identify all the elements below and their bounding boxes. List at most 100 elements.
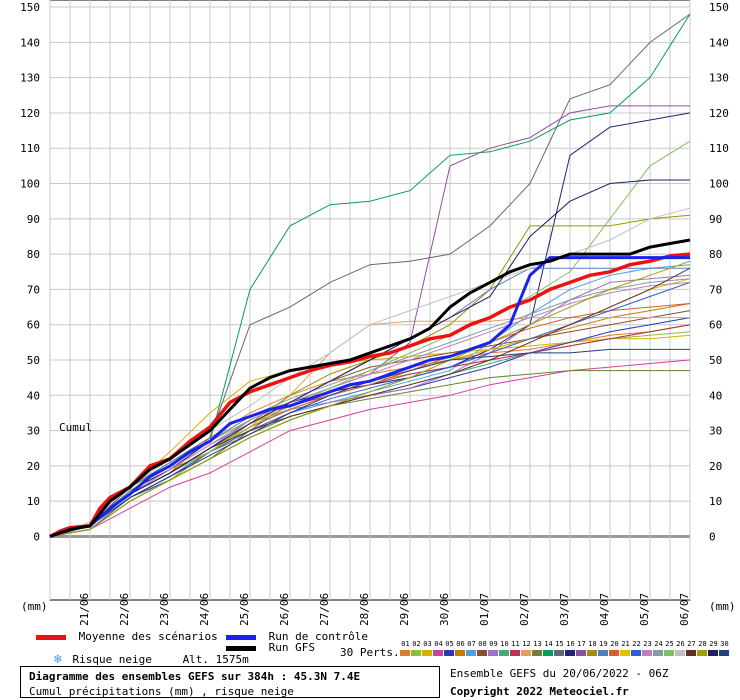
pert-code: 06 [456, 640, 465, 648]
pert-code: 10 [500, 640, 509, 648]
info-subtitle: Cumul précipitations (mm) , risque neige [29, 685, 294, 698]
series-line-pert [49, 179, 690, 537]
series-lines [49, 13, 691, 539]
x-date-label: 23/06 [158, 593, 171, 626]
series-line-gfs [49, 238, 691, 538]
y-tick-label-right: 130 [709, 72, 729, 85]
y-tick-label-left: 100 [20, 178, 40, 191]
legend-gfs: Run GFS [226, 641, 315, 654]
y-tick-label-right: 140 [709, 36, 729, 49]
pert-code: 28 [698, 640, 707, 648]
pert-swatch [565, 650, 575, 656]
pert-code: 16 [566, 640, 575, 648]
y-tick-label-left: 150 [20, 1, 40, 14]
pert-code: 17 [577, 640, 586, 648]
pert-code: 02 [412, 640, 421, 648]
run-label: Ensemble GEFS du 20/06/2022 - 06Z [450, 667, 669, 680]
pert-code: 04 [434, 640, 443, 648]
x-date-label: 27/06 [318, 593, 331, 626]
x-date-label: 29/06 [398, 593, 411, 626]
legend-snow-label: Risque neige [72, 653, 152, 666]
pert-code: 19 [599, 640, 608, 648]
series-line-pert [49, 359, 691, 537]
pert-swatch [554, 650, 564, 656]
y-tick-label-right: 70 [709, 283, 722, 296]
legend-control-swatch [226, 634, 256, 640]
pert-code: 05 [445, 640, 454, 648]
legend-gfs-label: Run GFS [268, 641, 315, 654]
y-tick-label-left: 0 [33, 530, 40, 543]
pert-swatch [488, 650, 498, 656]
y-tick-label-right: 0 [709, 530, 716, 543]
pert-swatch [400, 650, 410, 656]
pert-swatch [433, 650, 443, 656]
unit-label-left: (mm) [21, 600, 48, 613]
pert-swatch [686, 650, 696, 656]
x-date-label: 01/07 [478, 593, 491, 626]
y-tick-label-left: 50 [27, 354, 40, 367]
pert-swatch [708, 650, 718, 656]
y-tick-label-right: 30 [709, 425, 722, 438]
pert-code: 26 [676, 640, 685, 648]
y-tick-label-right: 90 [709, 213, 722, 226]
y-tick-label-right: 20 [709, 460, 722, 473]
pert-swatch [675, 650, 685, 656]
pert-code: 23 [643, 640, 652, 648]
altitude-label: Alt. 1575m [182, 653, 249, 666]
x-date-label: 30/06 [438, 593, 451, 626]
pert-code: 13 [533, 640, 542, 648]
x-date-label: 21/06 [78, 593, 91, 626]
y-tick-label-left: 40 [27, 389, 40, 402]
snowflake-icon: ❄ [54, 652, 62, 667]
pert-swatch [532, 650, 542, 656]
y-tick-label-left: 60 [27, 319, 40, 332]
x-date-label: 24/06 [198, 593, 211, 626]
series-line-pert [49, 13, 691, 537]
pert-swatch [653, 650, 663, 656]
info-box: Diagramme des ensembles GEFS sur 384h : … [20, 666, 440, 698]
x-date-label: 04/07 [598, 593, 611, 626]
pert-swatch [521, 650, 531, 656]
x-date-label: 03/07 [558, 593, 571, 626]
y-tick-label-right: 80 [709, 248, 722, 261]
x-date-label: 02/07 [518, 593, 531, 626]
x-date-label: 25/06 [238, 593, 251, 626]
pert-swatch [510, 650, 520, 656]
pert-code: 03 [423, 640, 432, 648]
pert-code: 20 [610, 640, 619, 648]
unit-label-right: (mm) [709, 600, 736, 613]
pert-swatch [587, 650, 597, 656]
info-title: Diagramme des ensembles GEFS sur 384h : … [29, 670, 361, 683]
pert-swatch [620, 650, 630, 656]
pert-code: 21 [621, 640, 630, 648]
y-tick-label-right: 150 [709, 1, 729, 14]
pert-swatch [477, 650, 487, 656]
pert-swatch [466, 650, 476, 656]
y-tick-label-left: 130 [20, 72, 40, 85]
pert-swatch [576, 650, 586, 656]
y-tick-label-left: 120 [20, 107, 40, 120]
y-tick-label-right: 100 [709, 178, 729, 191]
pert-code: 07 [467, 640, 476, 648]
y-axis-right: 0 10 20 30 40 50 60 70 80 90 100 110 120 130 140 150 [709, 1, 729, 543]
y-axis-left: 0 10 20 30 40 50 60 70 80 90 100 110 120 130 140 150 [20, 1, 40, 543]
y-tick-label-right: 120 [709, 107, 729, 120]
x-axis-dates: 21/06 22/06 23/06 24/06 25/06 26/06 27/06 28/06… [78, 593, 691, 626]
series-line-control [49, 256, 690, 538]
pert-code: 22 [632, 640, 641, 648]
pert-swatch [697, 650, 707, 656]
pert-code: 08 [478, 640, 487, 648]
y-tick-label-left: 110 [20, 142, 40, 155]
cumul-label: Cumul [59, 421, 92, 434]
pert-swatch [499, 650, 509, 656]
y-tick-label-left: 10 [27, 495, 40, 508]
pert-code: 27 [687, 640, 696, 648]
pert-code: 15 [555, 640, 564, 648]
legend-control-label: Run de contrôle [268, 630, 368, 643]
legend-control: Run de contrôle [226, 630, 368, 643]
perts-label: 30 Perts. [340, 646, 400, 659]
pert-swatch [543, 650, 553, 656]
pert-code: 30 [720, 640, 729, 648]
pert-code: 18 [588, 640, 597, 648]
